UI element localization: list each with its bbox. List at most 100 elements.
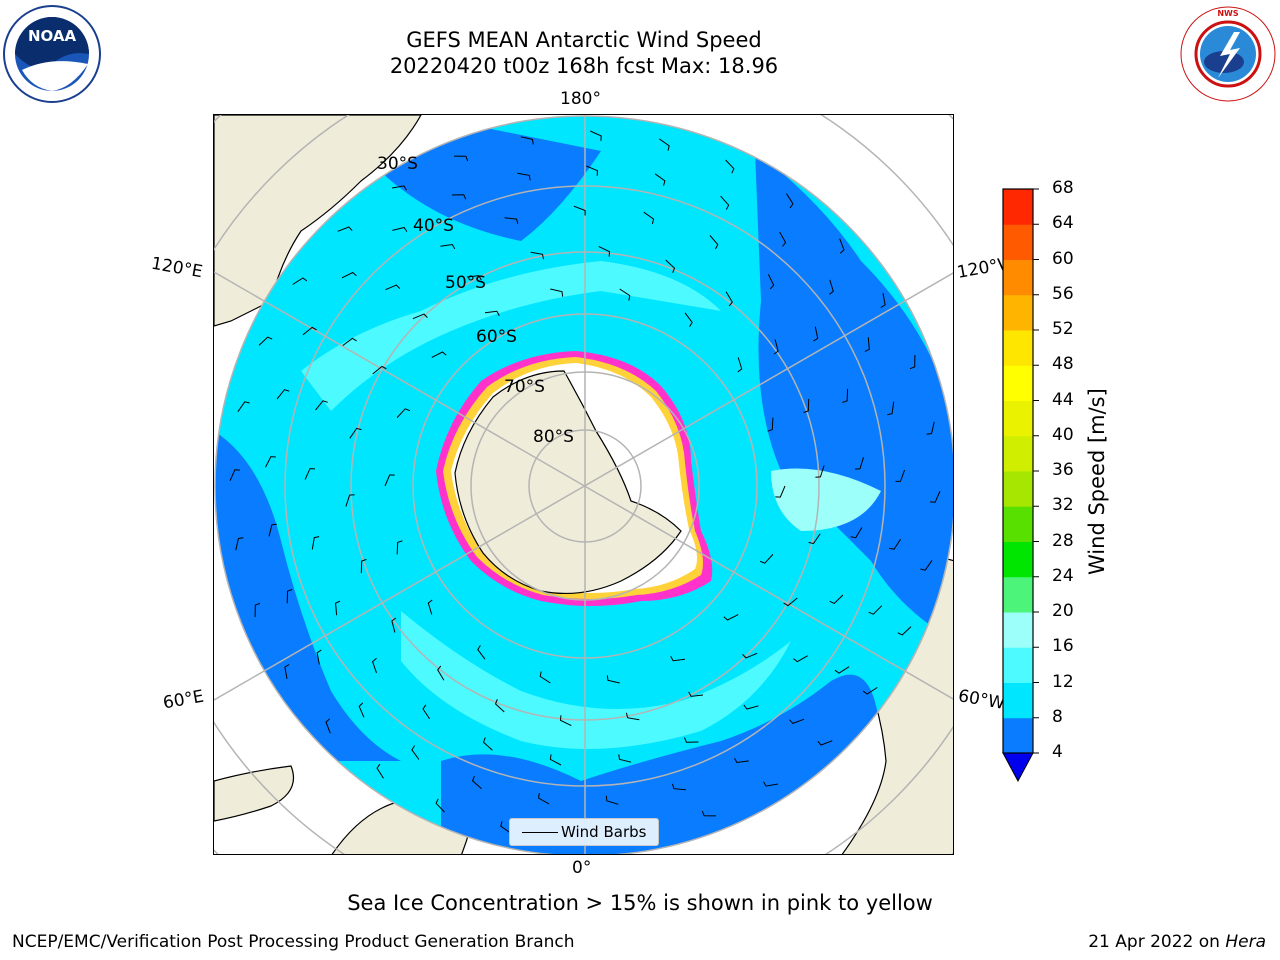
wind-barb [284,664,290,679]
polar-map: 30°S 40°S 50°S 60°S 70°S 80°S [214,115,953,854]
wind-barb [742,652,758,659]
wind-region-highest [771,468,881,531]
wind-barb [477,645,486,660]
colorbar-segment [1003,647,1033,683]
wind-barb [453,155,469,162]
wind-barb [839,238,845,254]
footer-date: 21 Apr 2022 on Hera [1088,932,1266,952]
wind-barb [376,763,384,779]
wind-barb [349,427,362,439]
wind-barb [517,172,531,181]
colorbar-segment [1003,330,1033,366]
wind-barb [759,554,774,564]
lon-60e-120w [214,272,953,701]
lat-label-40: 40°S [413,216,454,236]
wind-barb [605,795,619,805]
wind-barb [842,388,849,403]
wind-barb [887,401,895,416]
wind-barb [504,217,519,225]
lat-label-60: 60°S [476,327,517,347]
wind-barb [665,259,676,273]
wind-barb [302,326,317,336]
wind-barb [850,527,863,539]
legend-label: Wind Barbs [561,823,647,841]
wind-barb [930,490,941,503]
colorbar-tick-label: 12 [1052,671,1074,692]
wind-barb [920,560,933,571]
wind-barb [834,666,850,674]
wind-barb [538,793,550,805]
colorbar-tick-label: 52 [1052,319,1074,339]
wind-barb [643,211,655,225]
wind-barb [862,687,878,695]
wind-barb [268,523,277,537]
wind-barb [725,291,733,307]
colorbar-segment [1003,400,1033,437]
wind-barb [550,288,564,297]
wind-barb [335,600,341,616]
wind-barb [392,226,408,232]
wind-barb [688,691,704,697]
wind-barb [411,745,420,760]
wind-barb [360,558,367,574]
colorbar-segment [1003,612,1033,648]
wind-barb [337,226,353,232]
wind-barb [586,165,598,176]
wind-barb [559,715,572,727]
lon-label-top: 180° [560,89,601,109]
wind-barb [598,245,611,257]
colorbar-tick-label: 44 [1052,389,1074,410]
map-legend: Wind Barbs [509,818,659,846]
noaa-logo: NOAA [3,5,101,103]
chart-title: GEFS MEAN Antarctic Wind Speed [406,28,762,52]
wind-barb [589,130,602,141]
wind-barb [539,671,551,684]
wind-barb [817,740,833,746]
wind-barb [484,310,500,316]
wind-barb [392,185,407,191]
wind-barb [659,138,670,151]
wind-barb [258,336,273,346]
wind-barb [684,312,693,327]
wind-barb [829,594,844,604]
colorbar-tick-label: 20 [1052,601,1074,621]
latitude-labels: 30°S 40°S 50°S 60°S 70°S 80°S [377,154,574,447]
wind-region-high-south [401,611,791,749]
wind-barb [815,465,825,478]
wind-barb [895,469,906,482]
lat-label-80: 80°S [533,427,574,447]
colorbar-segment [1003,717,1033,754]
wind-barb [763,781,778,787]
colorbar-tick-label: 64 [1052,213,1074,234]
wind-barb [466,275,482,281]
colorbar-tick-marks [1033,188,1039,754]
wind-barb [626,712,640,721]
wind-barb [412,313,428,320]
wind-region-high-north [301,261,721,411]
colorbar-tick-label: 8 [1052,706,1063,727]
footer-credit: NCEP/EMC/Verification Post Processing Pr… [12,932,575,952]
wind-barb [701,810,717,817]
wind-barb [396,540,403,555]
colorbar-segment [1003,435,1033,472]
lon-label-lower-left: 60°E [161,686,206,714]
wind-barb [868,605,883,615]
wind-barb [775,485,786,498]
wind-barb [427,599,433,615]
wind-barb [773,339,779,355]
colorbar-tick-label: 32 [1052,495,1074,516]
sea-ice-note: Sea Ice Concentration > 15% is shown in … [347,891,933,915]
wind-barb [384,474,395,487]
pacific-corner [841,115,953,229]
wind-barb [737,357,743,373]
map-frame: 30°S 40°S 50°S 60°S 70°S 80°S [213,114,954,855]
noaa-logo-text: NOAA [28,27,77,45]
nws-logo: NWS [1180,6,1276,102]
wind-barb [723,614,739,621]
wind-barb [451,194,467,200]
colorbar-segments [1003,189,1033,754]
wind-barb [235,537,244,551]
wind-barb [472,775,482,790]
wind-barb [783,597,798,607]
wind-barb [618,754,632,763]
